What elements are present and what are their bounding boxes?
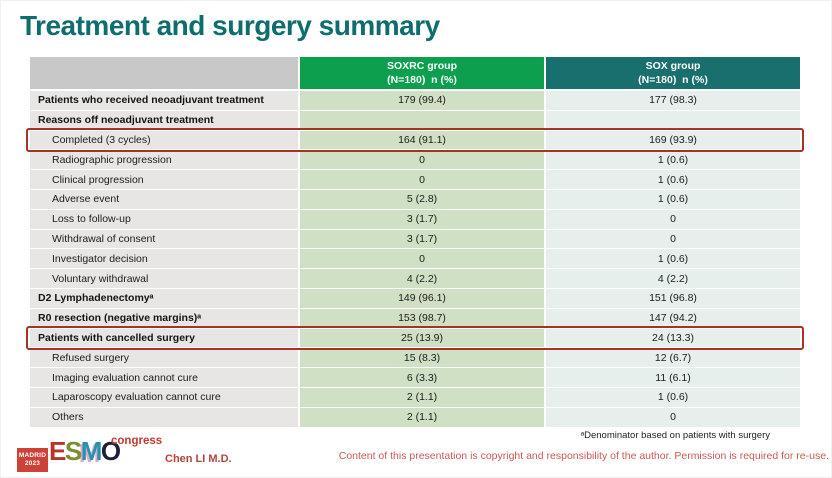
- sox-value: 24 (13.3): [546, 328, 800, 348]
- sox-value: [546, 110, 800, 130]
- sox-value: 0: [546, 407, 800, 427]
- soxrc-value: 3 (1.7): [300, 229, 544, 249]
- soxrc-value: 25 (13.9): [300, 328, 544, 348]
- sox-value: 4 (2.2): [546, 269, 800, 288]
- table-row: Others 2 (1.1) 0: [30, 407, 800, 427]
- copyright-notice: Content of this presentation is copyrigh…: [338, 450, 829, 462]
- badge-year: 2023: [24, 460, 41, 467]
- sox-value: 147 (94.2): [546, 308, 800, 328]
- sox-group-name: SOX group: [645, 59, 701, 72]
- badge-city: MADRID: [18, 451, 47, 459]
- row-label: Completed (3 cycles): [30, 130, 298, 150]
- row-label: Imaging evaluation cannot cure: [30, 368, 298, 387]
- soxrc-value: 179 (99.4): [300, 91, 544, 110]
- esmo-letter: O: [100, 436, 121, 466]
- soxrc-group-n: (N=180) n (%): [387, 74, 457, 86]
- table-row: Imaging evaluation cannot cure 6 (3.3) 1…: [30, 368, 800, 387]
- sox-value: 11 (6.1): [546, 368, 800, 387]
- soxrc-value: 4 (2.2): [300, 269, 544, 288]
- header-cell-soxrc: SOXRC group (N=180) n (%): [300, 57, 544, 89]
- esmo-logo: ESMO: [49, 436, 121, 466]
- sox-value: 169 (93.9): [546, 130, 800, 150]
- row-label: Reasons off neoadjuvant treatment: [30, 110, 298, 130]
- table-row-highlighted: Patients with cancelled surgery 25 (13.9…: [26, 326, 804, 350]
- sox-value: 1 (0.6): [546, 170, 800, 189]
- table-row-highlighted: Completed (3 cycles) 164 (91.1) 169 (93.…: [26, 128, 804, 152]
- table-row: Patients who received neoadjuvant treatm…: [30, 91, 800, 110]
- presenter-name: Chen LI M.D.: [165, 453, 232, 465]
- table-row: Reasons off neoadjuvant treatment: [30, 110, 800, 130]
- sox-value: 1 (0.6): [546, 249, 800, 269]
- row-label: Others: [30, 407, 298, 427]
- soxrc-value: 149 (96.1): [300, 288, 544, 308]
- soxrc-value: 0: [300, 170, 544, 189]
- sox-value: 177 (98.3): [546, 91, 800, 110]
- soxrc-value: 164 (91.1): [300, 130, 544, 150]
- table-row: Loss to follow-up 3 (1.7) 0: [30, 209, 800, 229]
- table-row: Voluntary withdrawal 4 (2.2) 4 (2.2): [30, 269, 800, 288]
- row-label: Refused surgery: [30, 348, 298, 368]
- sox-value: 0: [546, 229, 800, 249]
- congress-label: congress: [111, 435, 163, 447]
- soxrc-value: [300, 110, 544, 130]
- soxrc-value: 2 (1.1): [300, 387, 544, 407]
- madrid-2023-badge: MADRID 2023: [17, 448, 48, 472]
- table-row: Withdrawal of consent 3 (1.7) 0: [30, 229, 800, 249]
- page-title: Treatment and surgery summary: [20, 10, 440, 41]
- row-label: R0 resection (negative margins)ᵃ: [30, 308, 298, 328]
- table-footnote: ᵃDenominator based on patients with surg…: [580, 430, 770, 441]
- row-label: Patients with cancelled surgery: [30, 328, 298, 348]
- sox-value: 1 (0.6): [546, 387, 800, 407]
- esmo-letter: E: [49, 436, 66, 466]
- sox-value: 151 (96.8): [546, 288, 800, 308]
- table-row: Investigator decision 0 1 (0.6): [30, 249, 800, 269]
- sox-value: 1 (0.6): [546, 189, 800, 209]
- row-label: Radiographic progression: [30, 150, 298, 170]
- soxrc-value: 0: [300, 150, 544, 170]
- sox-value: 12 (6.7): [546, 348, 800, 368]
- soxrc-value: 0: [300, 249, 544, 269]
- row-label: Patients who received neoadjuvant treatm…: [30, 91, 298, 110]
- table-row: D2 Lymphadenectomyᵃ 149 (96.1) 151 (96.8…: [30, 288, 800, 308]
- table-header-row: SOXRC group (N=180) n (%) SOX group (N=1…: [30, 57, 800, 89]
- soxrc-value: 5 (2.8): [300, 189, 544, 209]
- header-cell-empty: [30, 57, 298, 89]
- esmo-letter: S: [64, 436, 82, 466]
- table-row: Clinical progression 0 1 (0.6): [30, 170, 800, 189]
- sox-value: 0: [546, 209, 800, 229]
- esmo-letter: M: [80, 436, 103, 466]
- soxrc-group-name: SOXRC group: [387, 59, 457, 72]
- soxrc-value: 15 (8.3): [300, 348, 544, 368]
- header-cell-sox: SOX group (N=180) n (%): [546, 57, 800, 89]
- row-label: Clinical progression: [30, 170, 298, 189]
- row-label: Loss to follow-up: [30, 209, 298, 229]
- soxrc-value: 2 (1.1): [300, 407, 544, 427]
- table-row: R0 resection (negative margins)ᵃ 153 (98…: [30, 308, 800, 328]
- row-label: Withdrawal of consent: [30, 229, 298, 249]
- soxrc-value: 3 (1.7): [300, 209, 544, 229]
- table-row: Refused surgery 15 (8.3) 12 (6.7): [30, 348, 800, 368]
- table-row: Laparoscopy evaluation cannot cure 2 (1.…: [30, 387, 800, 407]
- sox-value: 1 (0.6): [546, 150, 800, 170]
- row-label: Adverse event: [30, 189, 298, 209]
- soxrc-value: 153 (98.7): [300, 308, 544, 328]
- soxrc-value: 6 (3.3): [300, 368, 544, 387]
- table-row: Adverse event 5 (2.8) 1 (0.6): [30, 189, 800, 209]
- sox-group-n: (N=180) n (%): [638, 74, 708, 86]
- row-label: Investigator decision: [30, 249, 298, 269]
- row-label: D2 Lymphadenectomyᵃ: [30, 288, 298, 308]
- row-label: Voluntary withdrawal: [30, 269, 298, 288]
- treatment-summary-table: SOXRC group (N=180) n (%) SOX group (N=1…: [26, 57, 804, 428]
- table-row: Radiographic progression 0 1 (0.6): [30, 150, 800, 170]
- row-label: Laparoscopy evaluation cannot cure: [30, 387, 298, 407]
